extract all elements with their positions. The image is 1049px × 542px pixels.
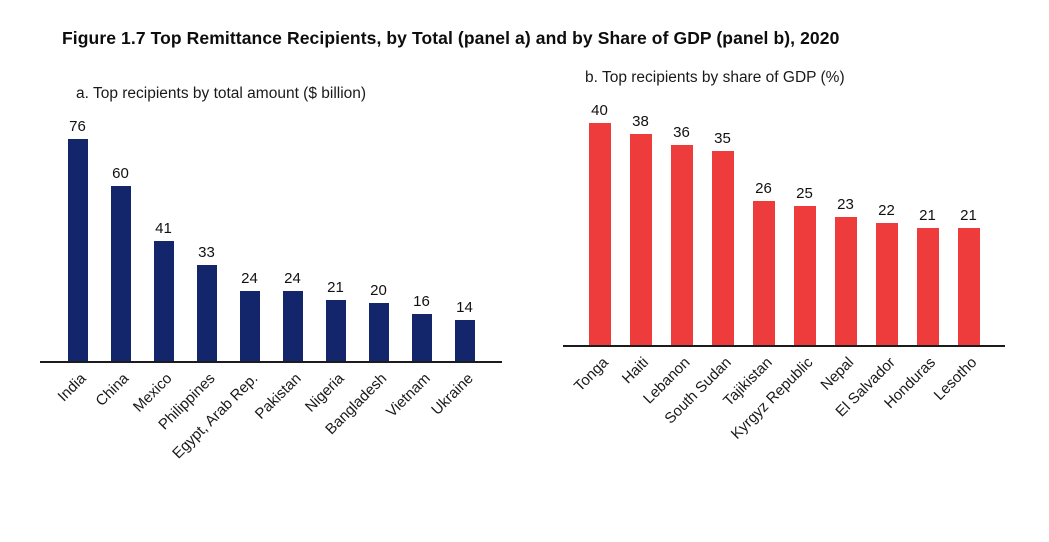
bar-value-label: 24 <box>284 269 301 287</box>
bar-slot: 24 Egypt, Arab Rep. <box>169 269 271 462</box>
panel-a-plot: 76 India 60 China 41 Mexico 33 Philippines 24 Egy… <box>40 111 545 495</box>
bar-slot: 36 Lebanon <box>640 124 702 407</box>
bar-value-label: 21 <box>327 278 344 296</box>
bar-slot: 22 El Salvador <box>832 201 907 420</box>
bar-value-label: 20 <box>370 281 387 299</box>
bar <box>875 222 898 345</box>
bar <box>411 314 432 361</box>
bar-value-label: 35 <box>714 129 731 147</box>
panel-b: b. Top recipients by share of GDP (%) 40… <box>563 69 1033 479</box>
bar-value-label: 16 <box>413 293 430 311</box>
bar <box>282 290 303 361</box>
bar-value-label: 25 <box>796 185 813 203</box>
bar-value-label: 21 <box>960 207 977 225</box>
bar <box>793 206 816 345</box>
bar-value-label: 38 <box>632 113 649 131</box>
bar-slot: 41 Mexico <box>130 220 185 415</box>
panel-b-title: b. Top recipients by share of GDP (%) <box>585 69 845 86</box>
bar-value-label: 23 <box>837 196 854 214</box>
panel-a-title: a. Top recipients by total amount ($ bil… <box>76 85 367 102</box>
x-axis-label: Tonga <box>570 354 612 395</box>
panels-row: a. Top recipients by total amount ($ bil… <box>40 69 1049 495</box>
bar <box>588 123 611 345</box>
bar-value-label: 33 <box>198 243 215 261</box>
bar <box>368 302 389 361</box>
bar <box>153 241 174 361</box>
bar-slot: 24 Pakistan <box>252 269 314 423</box>
x-axis-label: Ukraine <box>427 370 477 419</box>
bar <box>196 264 217 361</box>
bar-slot: 60 China <box>93 164 142 410</box>
bar <box>957 228 980 345</box>
x-axis-label: Pakistan <box>251 370 305 423</box>
bar-value-label: 22 <box>878 201 895 219</box>
bar <box>239 290 260 361</box>
bar-slot: 16 Vietnam <box>383 293 443 420</box>
bar-slot: 25 Kyrgyz Republic <box>728 185 825 442</box>
bar <box>711 150 734 345</box>
bar-slot: 35 South Sudan <box>661 129 743 428</box>
x-axis-label: India <box>54 370 90 406</box>
bar-slot: 33 Philippines <box>155 243 228 434</box>
bar <box>629 134 652 345</box>
bar-value-label: 41 <box>155 220 172 238</box>
bar-slot: 38 Haiti <box>619 113 661 387</box>
figure-title: Figure 1.7 Top Remittance Recipients, by… <box>62 28 840 48</box>
bar-slot: 40 Tonga <box>571 102 620 395</box>
bar-slot: 21 Honduras <box>882 207 948 412</box>
panel-a: a. Top recipients by total amount ($ bil… <box>40 85 545 495</box>
x-axis-label: Vietnam <box>382 370 434 421</box>
x-axis-label: Haiti <box>619 354 653 388</box>
bar-slot: 76 India <box>54 118 99 405</box>
bar-value-label: 60 <box>112 164 129 182</box>
panel-b-plot: 40 Tonga 38 Haiti 36 Lebanon 35 South Sudan 26 Ta… <box>563 95 1033 479</box>
bar-slot: 14 Ukraine <box>428 299 486 418</box>
bar-slot: 26 Tajikistan <box>720 179 784 410</box>
bar-slot: 21 Nigeria <box>302 278 357 416</box>
bar-value-label: 24 <box>241 269 258 287</box>
bar <box>916 228 939 345</box>
bars-area: 76 India 60 China 41 Mexico 33 Philippines 24 Egy… <box>40 111 502 462</box>
bar-value-label: 36 <box>673 124 690 142</box>
bar <box>834 217 857 345</box>
bar-value-label: 21 <box>919 207 936 225</box>
bar-slot: 20 Bangladesh <box>322 281 400 438</box>
bar-value-label: 40 <box>591 102 608 119</box>
bar <box>752 200 775 345</box>
bar <box>67 139 88 361</box>
bar-slot: 23 Nepal <box>818 196 866 393</box>
bar <box>325 299 346 361</box>
bar <box>454 320 475 361</box>
x-axis-label: Lesotho <box>930 354 981 404</box>
bar-value-label: 14 <box>456 299 473 317</box>
bars-area: 40 Tonga 38 Haiti 36 Lebanon 35 South Sudan 26 Ta… <box>563 95 1005 443</box>
bar <box>110 185 131 361</box>
bar-value-label: 76 <box>69 118 86 135</box>
bar-value-label: 26 <box>755 179 772 197</box>
bar-slot: 21 Lesotho <box>931 207 989 403</box>
bar <box>670 145 693 345</box>
x-axis-label: China <box>92 370 133 410</box>
